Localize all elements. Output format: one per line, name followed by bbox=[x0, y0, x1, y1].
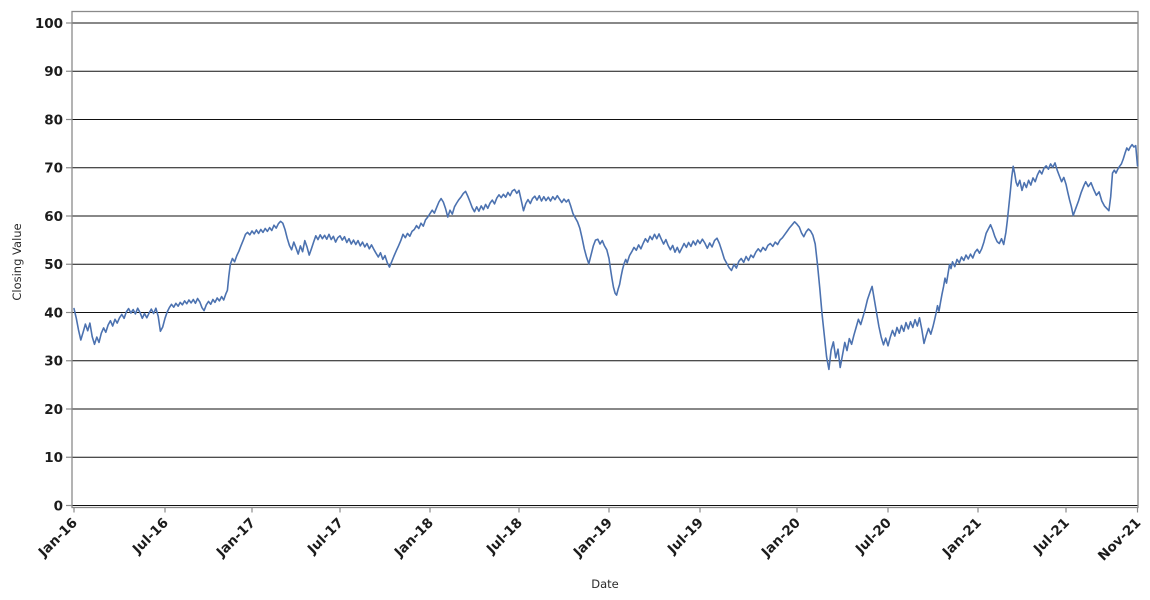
closing-value-series-line bbox=[73, 143, 1139, 371]
y-tick-label: 80 bbox=[44, 112, 63, 128]
y-tick-label: 0 bbox=[54, 498, 63, 514]
y-tick-labels: 0 10 20 30 40 50 60 70 80 90 100 bbox=[35, 16, 63, 514]
x-tick-label: Jul-19 bbox=[664, 515, 707, 558]
x-tick-label: Jan-20 bbox=[758, 515, 804, 561]
x-tick-marks bbox=[73, 507, 1139, 513]
y-tick-label: 30 bbox=[44, 354, 63, 370]
y-tick-label: 90 bbox=[44, 64, 63, 80]
x-tick-label: Jul-21 bbox=[1030, 515, 1073, 558]
y-tick-label: 100 bbox=[35, 16, 63, 32]
y-axis-title: Closing Value bbox=[10, 223, 24, 300]
x-tick-label: Jan-21 bbox=[939, 515, 985, 561]
x-tick-label: Jul-16 bbox=[129, 515, 172, 558]
y-tick-label: 70 bbox=[44, 161, 63, 177]
y-tick-label: 20 bbox=[44, 402, 63, 418]
x-tick-label: Jan-18 bbox=[391, 515, 437, 561]
x-tick-labels: Jan-16 Jul-16 Jan-17 Jul-17 Jan-18 Jul-18 Jan-… bbox=[35, 515, 1145, 564]
x-tick-label: Jan-17 bbox=[213, 515, 259, 561]
x-tick-label: Jul-18 bbox=[483, 515, 526, 558]
y-tick-label: 50 bbox=[44, 257, 63, 273]
x-tick-label: Jul-20 bbox=[852, 515, 895, 558]
x-tick-label: Jul-17 bbox=[304, 515, 347, 558]
plot-frame bbox=[71, 10, 1139, 509]
y-tick-label: 10 bbox=[44, 450, 63, 466]
x-tick-label: Jan-19 bbox=[570, 515, 616, 561]
gridlines bbox=[72, 22, 1138, 506]
x-tick-label: Nov-21 bbox=[1095, 515, 1144, 564]
y-tick-marks bbox=[66, 22, 72, 507]
y-tick-label: 40 bbox=[44, 305, 63, 321]
y-tick-label: 60 bbox=[44, 209, 63, 225]
x-tick-label: Jan-16 bbox=[35, 515, 81, 561]
x-axis-title: Date bbox=[591, 577, 619, 591]
